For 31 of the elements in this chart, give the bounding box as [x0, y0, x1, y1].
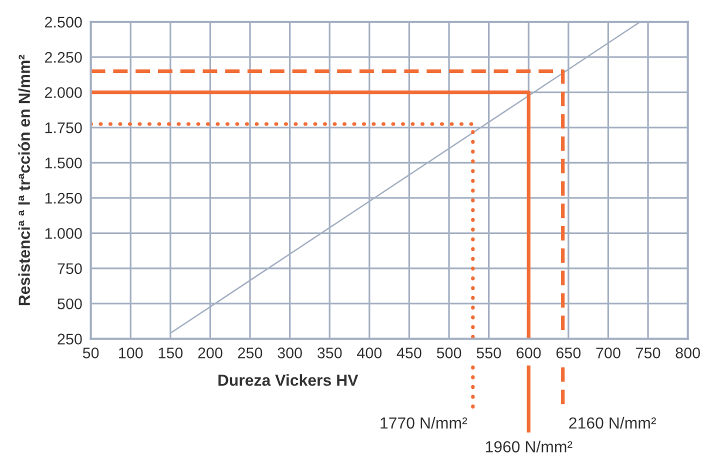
y-tick-label: 2.250: [45, 52, 82, 63]
text: 1770 N/mm²: [380, 416, 468, 429]
x-tick-label: 800: [676, 348, 700, 358]
x-tick-label: 500: [436, 348, 462, 358]
x-tick-label: 400: [357, 348, 382, 358]
text: 2160 N/mm²: [569, 416, 656, 429]
y-tick-label: 1.750: [45, 122, 82, 134]
y-tick-label: 2.500: [45, 16, 82, 28]
x-tick-label: 350: [317, 348, 342, 358]
x-tick-label: 100: [119, 348, 143, 358]
x-tick-label: 600: [516, 348, 541, 358]
x-tick-label: 700: [596, 348, 620, 358]
y-tick-label: 250: [58, 334, 82, 344]
y-tick-label: 1.500: [45, 158, 82, 168]
x-tick-label: 150: [158, 348, 183, 358]
y-tick-label: 750: [58, 263, 82, 274]
y-tick-label: 1.000: [45, 228, 82, 239]
x-tick-label: 650: [556, 348, 581, 358]
y-tick-label: 500: [58, 298, 82, 310]
x-axis-title: Dureza Vickers HV: [218, 374, 358, 386]
x-tick-label: 300: [278, 348, 302, 358]
text: 1960 N/mm²: [486, 440, 572, 452]
x-tick-label: 200: [198, 348, 222, 358]
x-tick-label: 550: [476, 348, 501, 358]
x-tick-label: 50: [82, 348, 99, 358]
y-tick-label: 1.250: [45, 192, 82, 204]
y-tick-label: 2.000: [45, 87, 82, 98]
x-tick-label: 250: [238, 348, 262, 358]
y-axis-title: Resistenciª ª lª trªcción en N/mm²: [18, 54, 30, 306]
x-tick-label: 750: [636, 348, 660, 358]
x-tick-label: 450: [396, 348, 422, 358]
